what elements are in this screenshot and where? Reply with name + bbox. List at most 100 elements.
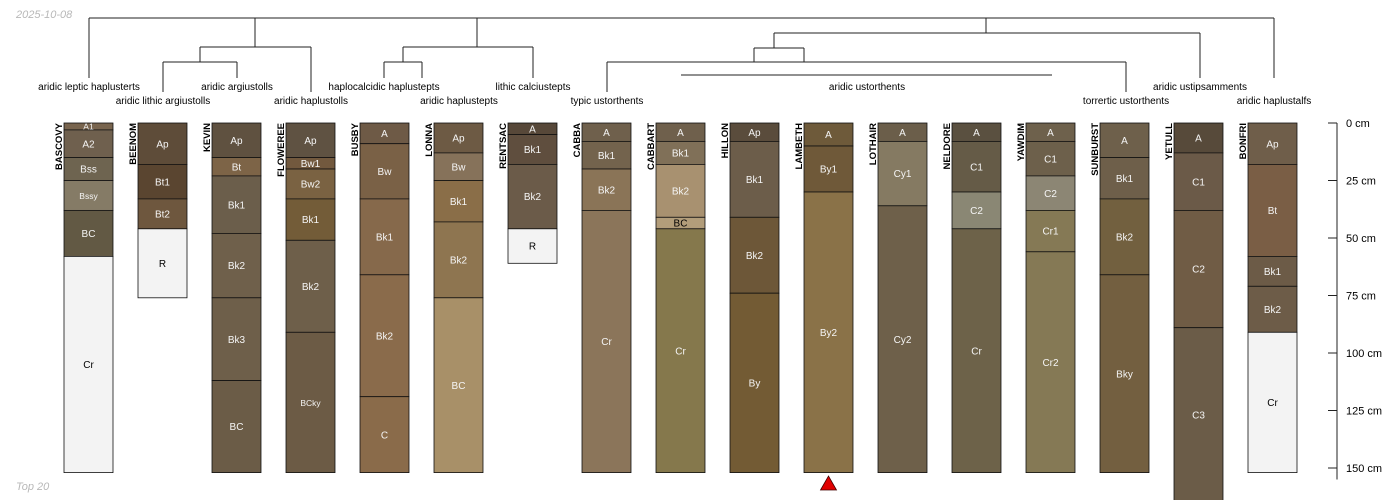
horizon-label: Bk1 bbox=[746, 175, 764, 186]
profile-cabbart: CABBART A Bk1 Bk2 BC Cr bbox=[646, 122, 706, 474]
horizon-rect bbox=[63, 129, 114, 158]
horizon-label: Bk1 bbox=[672, 149, 690, 160]
horizon-rect bbox=[655, 228, 706, 474]
horizon-label: Bk2 bbox=[524, 192, 542, 203]
taxon-label: aridic haplustolls bbox=[274, 96, 348, 107]
horizon-rect bbox=[1173, 327, 1224, 500]
horizon-label: Bt bbox=[232, 162, 242, 173]
horizon-rect bbox=[433, 152, 484, 181]
profile-lonna: LONNA Ap Bw Bk1 Bk2 BC bbox=[424, 122, 484, 473]
date-label: 2025-10-08 bbox=[16, 9, 73, 21]
horizon-label: Ap bbox=[230, 136, 243, 147]
profile-yawdim: YAWDIM A C1 C2 Cr1 Cr2 bbox=[1016, 122, 1076, 474]
horizon-rect bbox=[877, 205, 928, 473]
profile-name: NELDORE bbox=[942, 123, 953, 169]
horizon-rect bbox=[1247, 255, 1298, 287]
profile-lothair: LOTHAIR A Cy1 Cy2 bbox=[868, 122, 928, 473]
horizon-label: Bw2 bbox=[301, 180, 321, 191]
horizon-rect bbox=[433, 221, 484, 299]
taxon-label: aridic argiustolls bbox=[201, 82, 273, 93]
profile-sunburst: SUNBURST A Bk1 Bk2 Bky bbox=[1090, 122, 1150, 473]
horizon-rect bbox=[1173, 152, 1224, 211]
horizon-rect bbox=[285, 198, 336, 241]
horizon-label: C2 bbox=[970, 206, 983, 217]
horizon-label: Bt1 bbox=[155, 177, 170, 188]
horizon-label: A bbox=[381, 129, 388, 140]
horizon-label: Ap bbox=[1266, 139, 1279, 150]
taxon-label: aridic ustipsamments bbox=[1153, 82, 1247, 93]
horizon-rect bbox=[137, 198, 188, 230]
horizon-label: By bbox=[749, 379, 761, 390]
horizon-rect bbox=[803, 145, 854, 193]
markers bbox=[819, 475, 838, 491]
profile-name: CABBART bbox=[646, 123, 657, 170]
horizon-label: Bk3 bbox=[228, 335, 246, 346]
horizon-rect bbox=[285, 168, 336, 200]
horizon-label: A bbox=[1047, 128, 1054, 139]
axis-tick-label: 50 cm bbox=[1346, 233, 1376, 245]
profile-bonfri: BONFRI Ap Bt Bk1 Bk2 Cr bbox=[1238, 122, 1298, 473]
profile-name: LOTHAIR bbox=[868, 123, 879, 165]
profile-neldore: NELDORE A C1 C2 Cr bbox=[942, 122, 1002, 474]
horizon-label: R bbox=[529, 242, 536, 253]
horizon-label: Ap bbox=[452, 134, 465, 145]
horizon-label: Bssy bbox=[79, 191, 98, 201]
profile-name: RENTSAC bbox=[498, 123, 509, 169]
axis-tick-label: 100 cm bbox=[1346, 348, 1382, 360]
axis-tick-label: 25 cm bbox=[1346, 176, 1376, 188]
horizon-rect bbox=[581, 140, 632, 170]
horizon-label: A bbox=[529, 124, 536, 135]
horizon-label: A bbox=[973, 128, 980, 139]
horizon-label: Bw bbox=[378, 167, 393, 178]
profile-hillon: HILLON Ap Bk1 Bk2 By bbox=[720, 122, 780, 474]
horizon-rect bbox=[433, 180, 484, 223]
horizon-rect bbox=[1247, 163, 1298, 257]
axis-tick-label: 75 cm bbox=[1346, 291, 1376, 303]
horizon-label: Ap bbox=[304, 136, 317, 147]
horizon-label: A bbox=[899, 128, 906, 139]
horizon-label: Cr2 bbox=[1042, 358, 1059, 369]
horizon-label: Bk1 bbox=[302, 215, 320, 226]
taxon-label: aridic lithic argiustolls bbox=[116, 96, 210, 107]
horizon-label: A1 bbox=[83, 122, 94, 132]
axis-tick-label: 0 cm bbox=[1346, 118, 1370, 130]
taxon-label: aridic haplustepts bbox=[420, 96, 498, 107]
horizon-label: Bk2 bbox=[746, 251, 764, 262]
taxonomic-labels: aridic leptic haplusterts aridic lithic a… bbox=[38, 82, 1311, 107]
horizon-label: Bk2 bbox=[1264, 305, 1282, 316]
horizon-label: Ap bbox=[748, 128, 761, 139]
horizon-rect bbox=[951, 191, 1002, 230]
horizon-label: C2 bbox=[1192, 265, 1205, 276]
horizon-label: R bbox=[159, 259, 166, 270]
profile-kevin: KEVIN Ap Bt Bk1 Bk2 Bk3 BC bbox=[202, 122, 262, 474]
horizon-label: Bk1 bbox=[524, 145, 542, 156]
horizon-label: Ap bbox=[156, 139, 169, 150]
horizon-rect bbox=[433, 122, 484, 154]
horizon-label: BCky bbox=[300, 398, 321, 408]
profile-name: HILLON bbox=[720, 123, 731, 158]
horizon-label: Cy1 bbox=[894, 169, 912, 180]
horizon-label: A bbox=[825, 130, 832, 141]
horizon-label: By1 bbox=[820, 165, 838, 176]
horizon-label: Bk2 bbox=[672, 186, 690, 197]
horizon-label: By2 bbox=[820, 328, 838, 339]
horizon-label: C1 bbox=[1044, 154, 1057, 165]
depth-axis: 0 cm 25 cm 50 cm 75 cm 100 cm 125 cm 150 cm bbox=[1328, 118, 1382, 480]
profile-name: LONNA bbox=[424, 123, 435, 157]
horizon-label: Bk2 bbox=[598, 185, 616, 196]
horizon-label: Bk1 bbox=[450, 197, 468, 208]
horizon-rect bbox=[729, 292, 780, 474]
profile-busby: BUSBY A Bw Bk1 Bk2 C bbox=[350, 122, 410, 474]
horizon-rect bbox=[507, 134, 558, 165]
horizon-rect bbox=[1025, 175, 1076, 211]
horizon-rect bbox=[581, 168, 632, 211]
profile-lambeth: LAMBETH A By1 By2 bbox=[794, 122, 854, 474]
horizon-label: Bk2 bbox=[376, 331, 394, 342]
profile-name: SUNBURST bbox=[1090, 123, 1101, 176]
horizon-rect bbox=[951, 228, 1002, 474]
horizon-rect bbox=[1099, 274, 1150, 473]
profile-name: CABBA bbox=[572, 123, 583, 157]
horizon-rect bbox=[359, 396, 410, 474]
taxon-label: aridic leptic haplusterts bbox=[38, 82, 140, 93]
